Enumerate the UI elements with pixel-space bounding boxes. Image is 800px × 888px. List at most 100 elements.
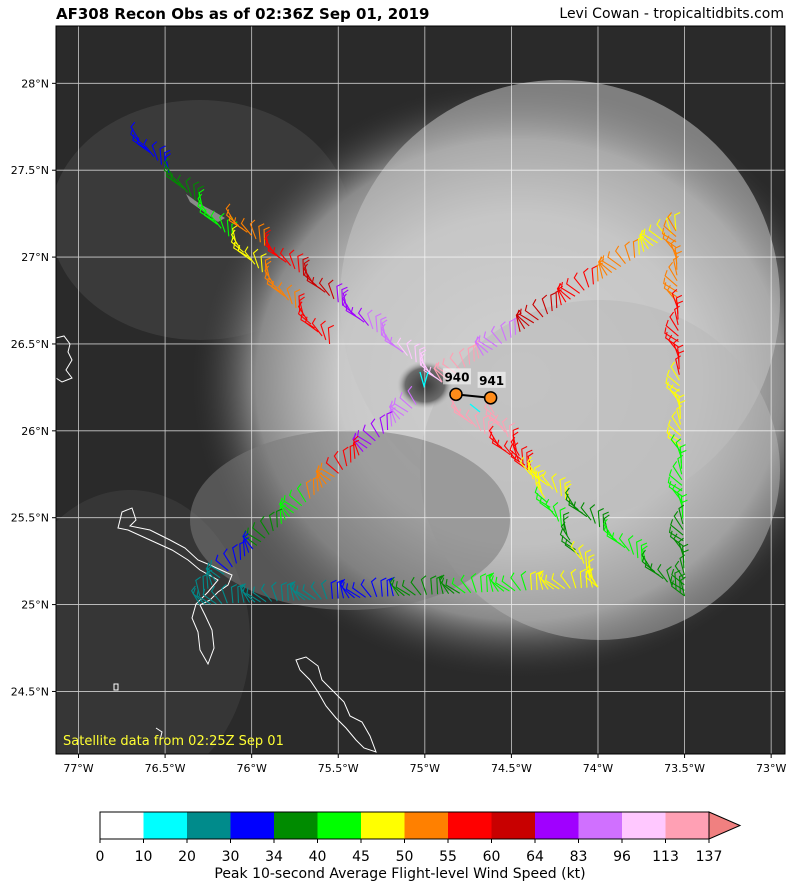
- wind-barb: [535, 570, 543, 590]
- wind-barb: [389, 403, 397, 423]
- wind-barb: [298, 293, 305, 313]
- wind-barb: [136, 137, 151, 154]
- wind-barb: [271, 581, 278, 602]
- map-title: AF308 Recon Obs as of 02:36Z Sep 01, 201…: [56, 5, 430, 23]
- eye-obs: [419, 371, 481, 413]
- wind-barb: [551, 573, 566, 590]
- wind-barb: [303, 263, 313, 283]
- wind-barb: [375, 313, 382, 333]
- wind-barb: [302, 584, 317, 600]
- wind-barb: [670, 361, 680, 381]
- wind-barb: [311, 277, 326, 293]
- colorbar-tick-label: 50: [396, 849, 414, 865]
- wind-barb: [271, 280, 286, 297]
- wind-barb: [198, 189, 205, 209]
- wind-barb: [297, 307, 312, 325]
- wind-barb: [341, 286, 348, 306]
- pressure-marker: [449, 387, 463, 402]
- wind-barb: [280, 581, 287, 602]
- wind-barb: [585, 568, 592, 588]
- wind-barb: [603, 518, 613, 538]
- wind-barb: [542, 471, 554, 490]
- wind-barb: [199, 206, 215, 221]
- colorbar-segment: [100, 812, 144, 839]
- wind-barb: [661, 227, 677, 243]
- wind-barb: [458, 408, 473, 425]
- wind-barb: [582, 267, 590, 288]
- colorbar-segment: [187, 812, 231, 839]
- lon-tick-label: 75.5°W: [318, 762, 359, 775]
- wind-barb: [264, 265, 275, 285]
- wind-barb: [360, 579, 372, 598]
- wind-barb: [641, 549, 652, 569]
- wind-barb: [380, 577, 387, 597]
- wind-barb: [535, 479, 546, 499]
- wind-barb: [512, 431, 519, 452]
- satellite-imagery: [56, 26, 785, 754]
- pressure-obs: 940 941: [442, 368, 506, 405]
- pressure-label-bg: [442, 368, 471, 385]
- wind-barb: [585, 571, 599, 588]
- wind-barb: [219, 212, 226, 233]
- wind-barb: [288, 489, 303, 507]
- wind-barb: [339, 579, 350, 599]
- wind-barb: [534, 486, 548, 504]
- wind-barb: [264, 257, 272, 277]
- wind-barb: [527, 459, 534, 480]
- colorbar-tick-label: 34: [265, 849, 283, 865]
- wind-barb: [627, 535, 635, 555]
- wind-barb: [252, 586, 267, 603]
- wind-barb: [675, 355, 681, 375]
- colorbar-tick-label: 83: [570, 849, 588, 865]
- wind-barb: [279, 247, 292, 266]
- wind-barb: [223, 548, 233, 568]
- wind-barb: [519, 308, 535, 324]
- wind-barb: [678, 537, 685, 558]
- wind-barb: [671, 411, 682, 431]
- wind-barb: [132, 134, 147, 150]
- lon-tick-label: 76.5°W: [145, 762, 186, 775]
- wind-barb: [325, 457, 339, 474]
- wind-barb: [500, 321, 507, 341]
- lon-tick-label: 73°W: [756, 762, 786, 775]
- wind-barb: [501, 575, 516, 592]
- wind-barb: [288, 249, 296, 270]
- wind-barb: [185, 177, 192, 197]
- wind-barb: [197, 200, 211, 217]
- wind-barb: [279, 504, 286, 524]
- colorbar-tick-label: 10: [135, 849, 153, 865]
- wind-barb: [559, 476, 566, 497]
- flight-leg: [661, 212, 689, 597]
- wind-barb: [246, 527, 262, 543]
- colorbar-segment: [578, 812, 623, 839]
- credit-text: Levi Cowan - tropicaltidbits.com: [559, 6, 784, 22]
- wind-barb: [407, 385, 417, 406]
- wind-barb: [656, 218, 668, 238]
- wind-barb: [263, 226, 270, 246]
- wind-barb: [380, 316, 387, 336]
- wind-barb: [618, 533, 630, 552]
- wind-barb: [666, 426, 682, 442]
- wind-barb: [210, 585, 223, 604]
- wind-barb: [526, 449, 533, 469]
- wind-barb: [562, 516, 569, 536]
- wind-barb: [205, 563, 217, 582]
- colorbar-segment: [361, 812, 405, 839]
- wind-barb: [678, 573, 686, 593]
- wind-barb: [676, 405, 683, 425]
- wind-barb: [664, 327, 679, 343]
- wind-barb: [240, 583, 250, 603]
- wind-barb: [297, 301, 308, 321]
- wind-barb: [215, 554, 229, 572]
- wind-barb: [677, 350, 685, 370]
- wind-barb: [243, 533, 250, 553]
- wind-barb: [560, 281, 576, 297]
- lat-tick-label: 26.5°N: [11, 338, 49, 351]
- wind-barb: [564, 539, 579, 555]
- wind-barb: [488, 425, 499, 445]
- wind-barb: [244, 246, 256, 265]
- wind-barb: [671, 580, 685, 597]
- lat-tick-label: 26°N: [21, 425, 49, 438]
- wind-barb: [327, 324, 335, 344]
- wind-barb: [544, 574, 560, 590]
